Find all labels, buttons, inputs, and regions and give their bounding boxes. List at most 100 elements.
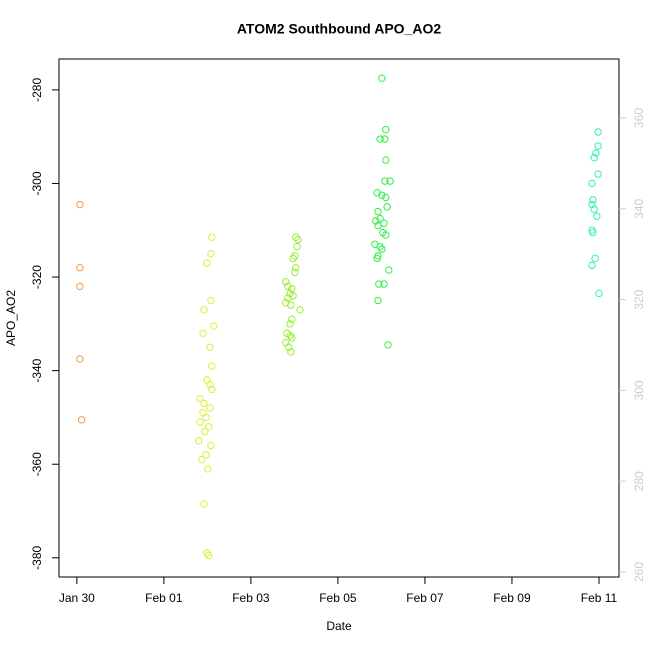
data-point bbox=[77, 416, 86, 424]
data-point bbox=[382, 193, 390, 202]
data-point bbox=[386, 177, 394, 185]
data-point bbox=[76, 355, 84, 363]
data-point bbox=[373, 189, 381, 197]
data-point bbox=[289, 254, 297, 263]
plot-box bbox=[58, 58, 620, 578]
data-point bbox=[594, 128, 602, 136]
data-point bbox=[380, 219, 388, 227]
x-tick-label: Feb 07 bbox=[406, 591, 444, 605]
data-point bbox=[286, 320, 294, 328]
data-point bbox=[589, 196, 597, 204]
data-point bbox=[595, 289, 603, 298]
chart-title: ATOM2 Southbound APO_AO2 bbox=[237, 21, 442, 37]
x-tick-label: Feb 09 bbox=[493, 591, 531, 605]
data-point bbox=[284, 282, 292, 291]
data-point bbox=[194, 437, 203, 445]
data-point bbox=[284, 294, 292, 302]
y2-tick-label: 340 bbox=[632, 198, 646, 218]
data-point bbox=[204, 465, 212, 473]
y2-tick-label: 280 bbox=[632, 471, 646, 491]
data-point bbox=[594, 142, 602, 150]
data-point bbox=[382, 156, 390, 164]
data-point bbox=[288, 334, 296, 342]
data-point bbox=[381, 177, 389, 185]
data-point bbox=[590, 154, 598, 162]
data-point bbox=[204, 423, 213, 431]
data-point bbox=[281, 338, 290, 347]
y-tick-label: -300 bbox=[30, 171, 44, 195]
data-point bbox=[588, 200, 596, 209]
data-point bbox=[200, 500, 208, 508]
data-point bbox=[588, 179, 596, 188]
y-axis-label: APO_AO2 bbox=[4, 290, 18, 346]
data-point bbox=[383, 203, 391, 211]
data-point bbox=[288, 285, 296, 293]
x-tick-label: Jan 30 bbox=[59, 591, 95, 605]
data-point bbox=[200, 306, 208, 314]
data-point bbox=[203, 549, 211, 557]
data-point bbox=[199, 409, 207, 417]
data-point bbox=[210, 322, 218, 330]
data-point bbox=[378, 191, 386, 199]
data-point bbox=[294, 235, 302, 244]
y-tick-label: -360 bbox=[30, 452, 44, 476]
data-point bbox=[291, 252, 299, 260]
data-point bbox=[281, 278, 290, 286]
data-point bbox=[374, 296, 382, 305]
data-point bbox=[196, 395, 204, 403]
y-tick-label: -280 bbox=[30, 78, 44, 102]
data-point bbox=[285, 343, 293, 351]
data-point bbox=[76, 282, 84, 291]
data-point bbox=[287, 301, 295, 309]
data-point bbox=[593, 212, 601, 220]
x-tick-label: Feb 01 bbox=[145, 591, 183, 605]
data-point bbox=[374, 221, 382, 230]
data-point bbox=[287, 348, 295, 356]
data-point bbox=[376, 242, 384, 251]
y2-tick-label: 300 bbox=[632, 380, 646, 400]
data-point bbox=[207, 296, 215, 305]
y-tick-label: -320 bbox=[30, 265, 44, 289]
data-point bbox=[381, 135, 389, 143]
data-point bbox=[382, 125, 390, 134]
data-point bbox=[376, 214, 384, 223]
data-point bbox=[204, 551, 213, 560]
data-point bbox=[293, 242, 301, 251]
data-point bbox=[208, 233, 216, 241]
data-point bbox=[376, 135, 384, 143]
data-point bbox=[375, 280, 383, 288]
data-point bbox=[196, 418, 204, 426]
x-tick-label: Feb 11 bbox=[581, 591, 618, 605]
x-tick-label: Feb 05 bbox=[319, 591, 357, 605]
data-point bbox=[292, 263, 300, 272]
data-point bbox=[373, 254, 381, 263]
data-point bbox=[292, 233, 300, 241]
y-tick-label: -340 bbox=[30, 358, 44, 382]
data-point bbox=[200, 399, 208, 408]
data-point bbox=[588, 261, 596, 270]
data-point bbox=[206, 404, 214, 412]
data-point bbox=[384, 341, 392, 349]
x-tick-label: Feb 03 bbox=[232, 591, 270, 605]
data-point bbox=[382, 231, 390, 239]
data-point bbox=[206, 380, 214, 389]
data-point bbox=[201, 427, 209, 436]
data-point bbox=[291, 268, 299, 277]
y2-tick-label: 360 bbox=[632, 108, 646, 128]
y2-tick-label: 320 bbox=[632, 289, 646, 309]
data-point bbox=[206, 343, 214, 351]
data-point bbox=[202, 451, 210, 459]
data-point bbox=[385, 266, 393, 274]
data-point bbox=[592, 149, 600, 157]
y2-tick-label: 260 bbox=[632, 562, 646, 582]
data-point bbox=[198, 455, 206, 464]
data-point bbox=[589, 228, 597, 237]
data-point bbox=[594, 170, 602, 178]
data-point bbox=[203, 259, 211, 267]
data-point bbox=[378, 74, 386, 82]
data-point bbox=[380, 280, 388, 288]
data-point bbox=[207, 249, 215, 258]
data-point bbox=[288, 315, 296, 323]
data-point bbox=[76, 200, 84, 209]
data-point bbox=[590, 205, 598, 213]
